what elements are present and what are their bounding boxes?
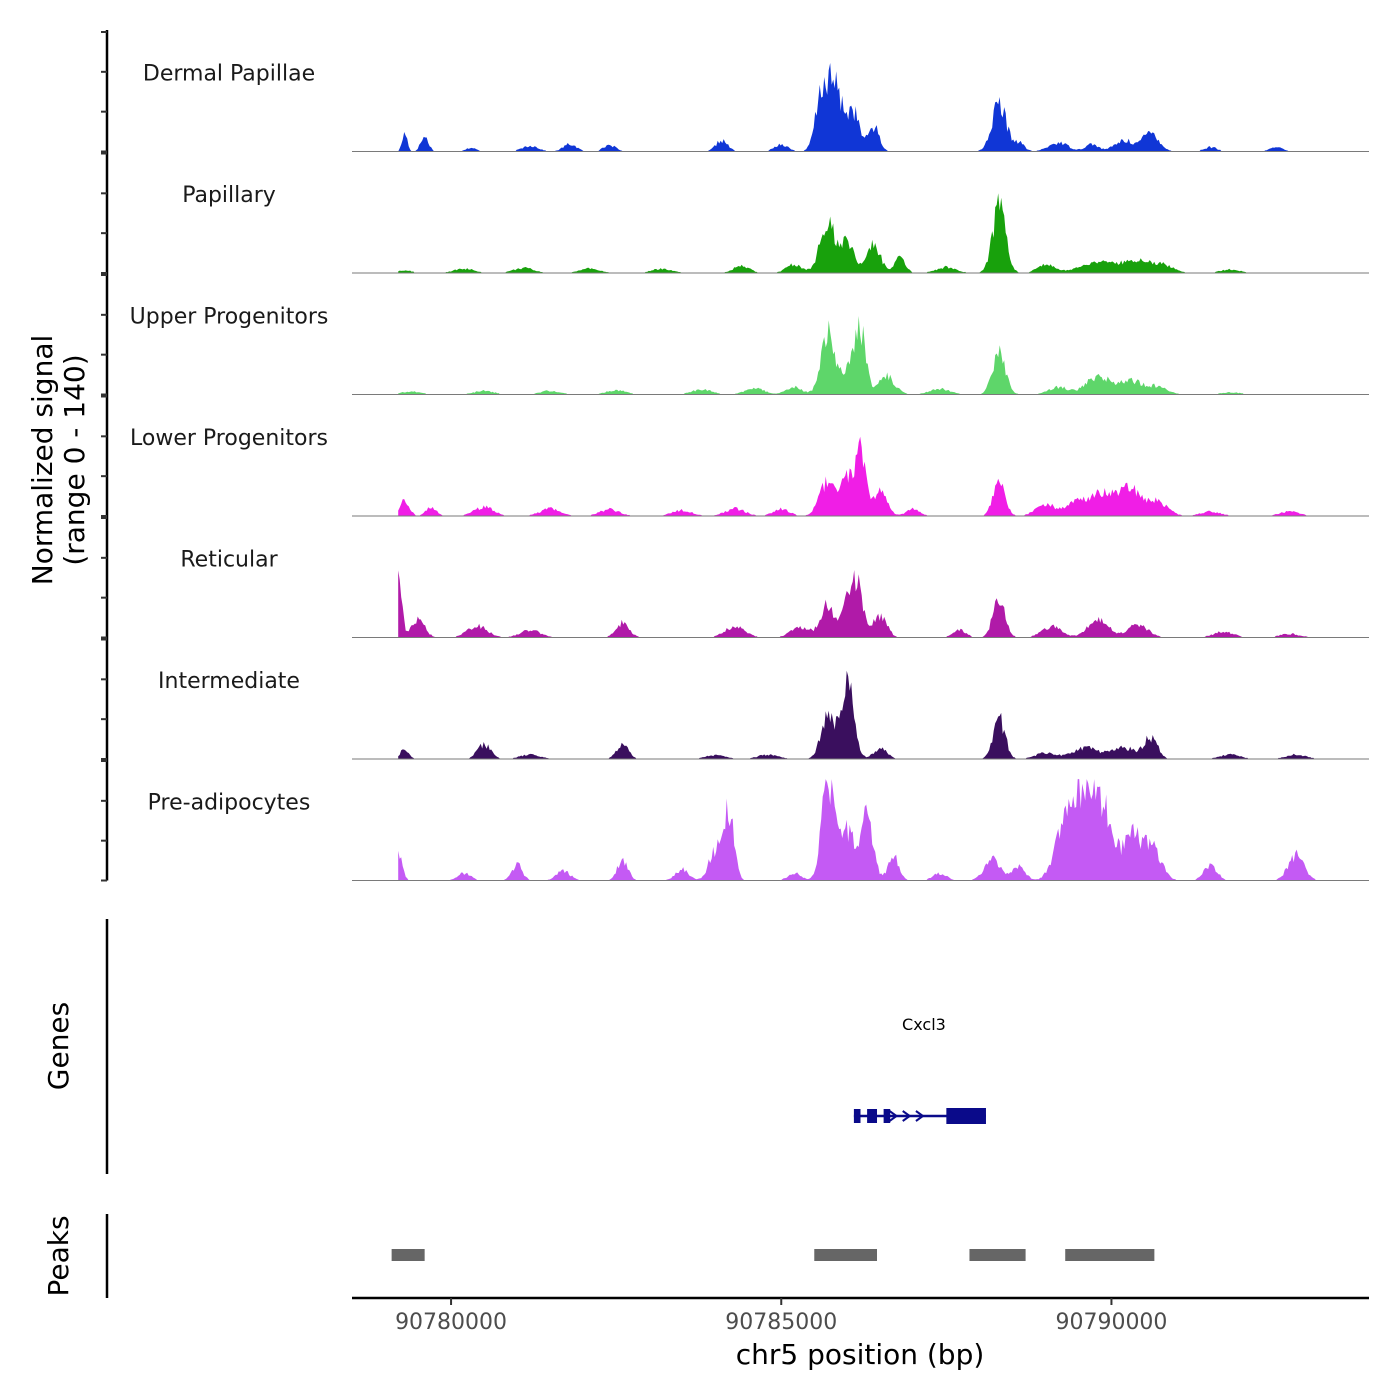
x-tick-label: 90780000 — [395, 1310, 507, 1335]
gene-exon — [946, 1108, 986, 1124]
track-intermediate: Intermediate — [158, 669, 1369, 760]
x-axis-title: chr5 position (bp) — [736, 1338, 985, 1371]
peak-region — [1065, 1249, 1155, 1261]
gene-strand-arrow — [902, 1110, 912, 1122]
x-tick-label: 90790000 — [1055, 1310, 1167, 1335]
track-papillary: Papillary — [182, 183, 1369, 274]
gene-track: Cxcl3 — [853, 1015, 986, 1124]
gene-strand-arrow — [888, 1110, 899, 1122]
track-upper-progenitors: Upper Progenitors — [130, 305, 1369, 395]
x-axis: 90780000 90785000 90790000 — [395, 1298, 1167, 1335]
track-label: Intermediate — [158, 669, 300, 694]
track-dermal-papillae: Dermal Papillae — [143, 62, 1369, 152]
signal-area — [398, 570, 1323, 638]
peaks-track-title: Peaks — [42, 1215, 75, 1296]
signal-area — [398, 436, 1323, 516]
signal-tracks: Dermal Papillae Papillary Upper Progenitor… — [130, 62, 1369, 881]
track-label: Papillary — [182, 183, 276, 208]
signal-area — [398, 779, 1323, 881]
track-label: Lower Progenitors — [130, 426, 328, 451]
y-axis-range-label: (range 0 - 140) — [58, 354, 91, 565]
peak-region — [391, 1249, 425, 1261]
y-axis-title: Normalized signal — [26, 335, 59, 586]
gene-exon — [853, 1109, 861, 1123]
peak-region — [814, 1249, 878, 1261]
gene-strand-arrow — [915, 1110, 925, 1122]
peak-region — [969, 1249, 1026, 1261]
peak-track — [391, 1249, 1155, 1261]
y-axis — [101, 30, 109, 882]
signal-area — [398, 316, 1323, 395]
gene-exon — [883, 1109, 891, 1123]
genes-track-title: Genes — [42, 1002, 75, 1090]
track-lower-progenitors: Lower Progenitors — [130, 426, 1369, 517]
signal-area — [398, 63, 1323, 152]
track-label: Pre-adipocytes — [148, 791, 311, 816]
track-label: Upper Progenitors — [130, 305, 329, 330]
gene-label: Cxcl3 — [902, 1015, 946, 1034]
track-label: Dermal Papillae — [143, 62, 315, 87]
track-reticular: Reticular — [180, 548, 1369, 638]
track-pre-adipocytes: Pre-adipocytes — [148, 779, 1369, 881]
signal-area — [398, 193, 1323, 273]
track-label: Reticular — [180, 548, 278, 573]
gene-exon — [867, 1109, 878, 1123]
signal-area — [398, 670, 1323, 759]
x-tick-label: 90785000 — [725, 1310, 837, 1335]
